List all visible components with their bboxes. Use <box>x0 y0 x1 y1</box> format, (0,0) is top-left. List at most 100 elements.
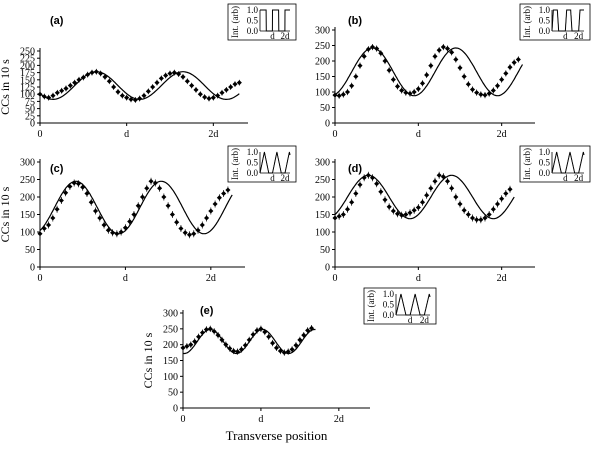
data-point <box>382 58 388 64</box>
fit-curve <box>334 174 515 220</box>
data-point <box>403 90 409 96</box>
x-axis-label: Transverse position <box>226 428 328 443</box>
data-point <box>511 60 517 66</box>
data-point <box>449 185 455 191</box>
data-point <box>297 337 303 343</box>
data-point <box>58 197 64 204</box>
y-tick-label: 300 <box>163 309 178 320</box>
data-point <box>361 175 367 181</box>
data-point <box>63 190 69 196</box>
data-point <box>250 331 256 338</box>
data-point <box>203 326 209 333</box>
panel-d: (d) 0 50 100 150 200 250 300 0 d 2d 0.00.51.0 d 2d Int… <box>315 145 591 284</box>
data-point <box>50 215 56 221</box>
data-point <box>219 90 225 96</box>
y-tick-label: 300 <box>315 158 330 169</box>
data-point <box>349 83 355 89</box>
y-tick-label: 0 <box>173 404 178 415</box>
data-point <box>336 213 342 219</box>
x-tick-label: 2d <box>497 129 507 140</box>
inset-y-tick-label: 1.0 <box>247 147 259 157</box>
data-point <box>225 187 231 193</box>
y-tick-label: 200 <box>315 57 330 68</box>
data-points <box>180 325 315 356</box>
data-point <box>54 206 60 212</box>
data-point <box>165 203 171 209</box>
data-point <box>432 178 438 184</box>
data-point <box>215 332 221 338</box>
inset-y-tick-label: 0.5 <box>539 158 551 168</box>
inset-y-tick-label: 0.5 <box>383 300 395 310</box>
x-tick-label: 2d <box>206 273 216 284</box>
y-tick-label: 75 <box>25 97 35 108</box>
data-point <box>231 348 237 354</box>
y-tick-label: 50 <box>25 104 35 115</box>
data-point <box>208 208 214 214</box>
data-point <box>171 70 177 76</box>
data-point <box>419 80 426 86</box>
data-point <box>80 184 86 190</box>
y-tick-label: 150 <box>163 356 178 367</box>
data-point <box>281 350 287 356</box>
data-point <box>157 185 163 191</box>
y-tick-label: 50 <box>320 103 330 114</box>
y-axis-label: CCs in 10 s <box>141 332 155 388</box>
data-point <box>503 70 509 76</box>
inset-y-tick-label: 0.0 <box>383 310 395 320</box>
data-point <box>223 87 229 93</box>
y-tick-label: 150 <box>20 210 35 221</box>
data-point <box>184 78 190 84</box>
panel-label: (c) <box>50 163 64 175</box>
data-point <box>137 95 143 102</box>
data-point <box>67 183 73 190</box>
x-tick-label: 0 <box>38 273 43 284</box>
y-tick-label: 125 <box>20 83 35 94</box>
inset: 0.00.51.0 d 2d Int. (arb) <box>227 145 297 183</box>
inset: 0.00.51.0 d 2d Int. (arb) <box>519 145 591 183</box>
inset-frame <box>363 287 437 325</box>
inset-y-tick-label: 0.0 <box>539 168 551 178</box>
data-point <box>457 201 463 207</box>
data-point <box>154 80 160 86</box>
data-point <box>192 338 198 345</box>
data-point <box>353 73 359 80</box>
data-point <box>407 210 413 216</box>
data-point <box>486 91 492 97</box>
data-point <box>277 348 283 354</box>
data-point <box>132 97 138 103</box>
data-point <box>152 180 158 186</box>
data-point <box>394 83 401 89</box>
data-point <box>195 227 201 233</box>
data-point <box>285 349 291 355</box>
data-point <box>469 215 476 221</box>
data-point <box>461 73 467 80</box>
data-point <box>59 88 65 94</box>
data-point <box>340 91 346 98</box>
data-point <box>184 343 190 349</box>
data-point <box>234 349 241 355</box>
data-point <box>75 181 81 187</box>
data-point <box>191 231 197 237</box>
data-point <box>238 346 244 352</box>
data-point <box>139 194 146 200</box>
y-tick-label: 50 <box>320 245 330 256</box>
inset-y-tick-label: 1.0 <box>539 5 551 15</box>
data-point <box>80 74 86 81</box>
x-tick-label: 0 <box>333 129 338 140</box>
data-point <box>124 95 130 101</box>
data-point <box>88 199 94 205</box>
inset-x-tick-label: d <box>270 173 275 183</box>
data-point <box>167 70 173 77</box>
x-tick-label: 0 <box>181 414 186 425</box>
data-point <box>494 83 501 89</box>
data-point <box>262 329 268 335</box>
data-point <box>197 91 203 97</box>
inset-y-tick-label: 1.0 <box>539 147 551 157</box>
y-tick-label: 300 <box>20 158 35 169</box>
inset-y-label: Int. (arb) <box>522 148 532 180</box>
data-point <box>92 208 99 214</box>
data-point <box>293 342 299 348</box>
data-point <box>336 93 342 99</box>
data-point <box>424 192 430 198</box>
